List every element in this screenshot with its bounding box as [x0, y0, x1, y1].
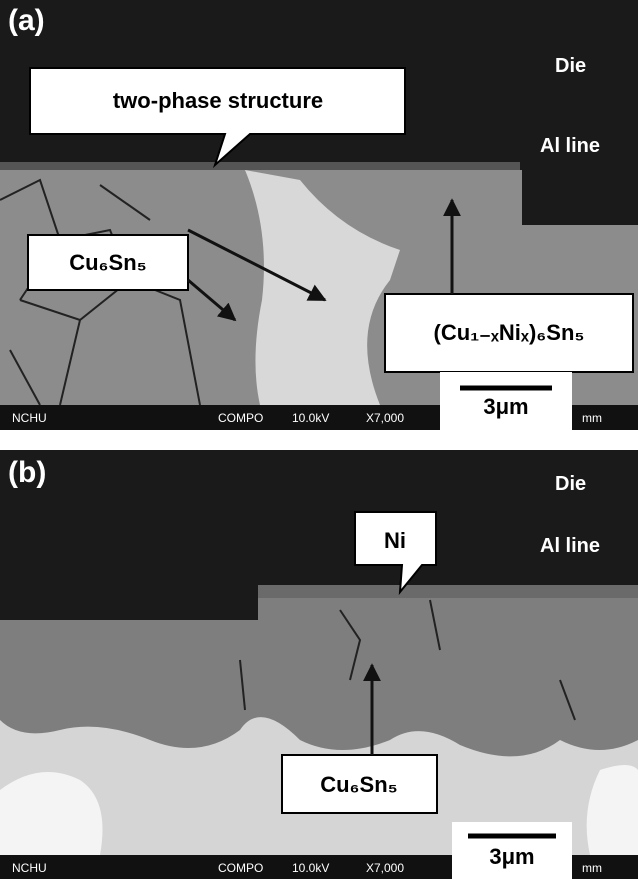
- two-phase-layer: [0, 162, 520, 170]
- layer-label: Al line: [540, 535, 600, 557]
- callout-text: (Cu₁₋ₓNiₓ)₆Sn₅: [434, 320, 585, 345]
- layer-label: Die: [555, 473, 586, 495]
- callout-text: Cu₆Sn₅: [320, 772, 398, 797]
- info-text: X7,000: [366, 861, 404, 875]
- info-text: mm: [582, 861, 602, 875]
- ni-layer: [258, 585, 638, 598]
- info-text: 10.0kV: [292, 861, 329, 875]
- scale-label: 3μm: [483, 394, 528, 419]
- info-text: X7,000: [366, 411, 404, 425]
- layer-label: Al line: [540, 135, 600, 157]
- info-text: mm: [582, 411, 602, 425]
- panel-label: (a): [8, 4, 45, 37]
- panel-b: (b) Die Al line Ni Cu₆Sn₅ 3μm NCHU COMPO…: [0, 450, 638, 879]
- info-text: 10.0kV: [292, 411, 329, 425]
- info-text: COMPO: [218, 861, 263, 875]
- panel-label: (b): [8, 456, 46, 489]
- scale-label: 3μm: [489, 844, 534, 869]
- info-text: NCHU: [12, 411, 47, 425]
- info-text: NCHU: [12, 861, 47, 875]
- figure: (a) Die Al line two-phase structure Cu₆S…: [0, 0, 638, 879]
- info-text: COMPO: [218, 411, 263, 425]
- callout-text: Ni: [384, 528, 406, 553]
- layer-label: Die: [555, 55, 586, 77]
- panel-a: (a) Die Al line two-phase structure Cu₆S…: [0, 0, 638, 430]
- callout-text: two-phase structure: [113, 88, 323, 113]
- callout-text: Cu₆Sn₅: [69, 250, 147, 275]
